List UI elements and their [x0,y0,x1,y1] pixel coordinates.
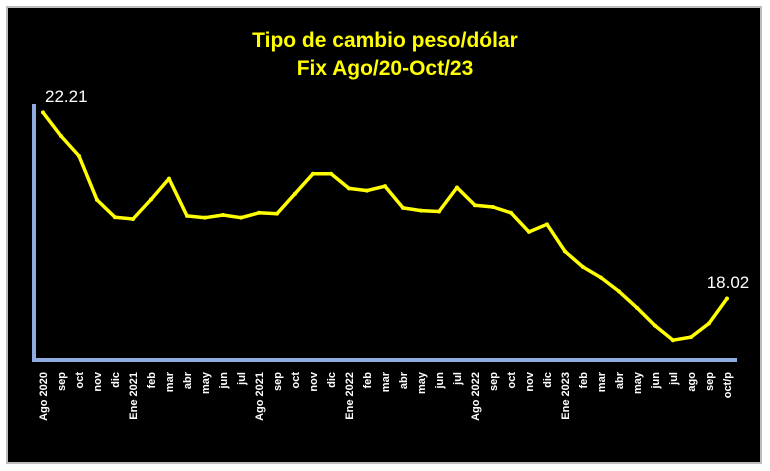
data-point [725,296,729,301]
data-point [707,321,711,326]
x-tick-label: Ene 2022 [344,372,356,420]
x-tick-label: nov [308,371,320,391]
data-point [275,211,279,216]
x-tick-label: abr [614,371,626,389]
data-point [383,184,387,189]
x-tick-label: Ago 2022 [470,372,482,421]
x-tick-label: jun [650,372,662,390]
data-point [257,210,261,215]
x-tick-label: jun [434,372,446,390]
data-point [185,213,189,218]
x-tick-label: oct [506,372,518,389]
data-point [689,335,693,340]
x-tick-label: jul [236,372,248,386]
x-tick-label: nov [92,371,104,391]
x-tick-label: oct [74,372,86,389]
data-point [581,264,585,269]
data-point [563,249,567,254]
x-tick-label: feb [362,372,374,389]
x-tick-label: oct/p [722,372,734,399]
data-point [635,305,639,310]
data-point [293,191,297,196]
data-point [365,188,369,193]
data-point [347,186,351,191]
x-tick-label: Ago 2021 [254,372,266,421]
data-point [527,229,531,234]
data-point [203,215,207,220]
data-point [41,110,45,115]
chart-title: Tipo de cambio peso/dólar [252,29,518,52]
x-tick-label: jul [668,372,680,386]
x-tick-label: sep [704,372,716,391]
x-tick-label: may [632,371,644,394]
data-point [401,205,405,210]
data-point [329,171,333,176]
data-point [419,208,423,213]
x-tick-label: may [416,371,428,394]
data-point [311,171,315,176]
data-point [59,133,63,138]
data-point [545,222,549,227]
x-tick-label: may [200,371,212,394]
x-tick-label: dic [110,372,122,388]
data-point [599,275,603,280]
data-point [113,215,117,220]
data-point [491,205,495,210]
x-tick-label: sep [272,372,284,391]
x-tick-label: sep [56,372,68,391]
chart-frame [6,6,762,464]
x-tick-label: dic [326,372,338,388]
x-tick-label: jun [218,372,230,390]
x-tick-label: feb [578,372,590,389]
data-point [77,153,81,158]
data-point [149,197,153,202]
x-tick-label: nov [524,371,536,391]
data-point [653,323,657,328]
x-tick-label: mar [380,371,392,392]
x-tick-label: jul [452,372,464,386]
x-tick-label: ago [686,372,698,392]
data-point [509,210,513,215]
data-point [95,197,99,202]
data-point [617,289,621,294]
data-point [473,203,477,208]
x-tick-label: Ene 2023 [560,372,572,420]
x-tick-label: mar [596,371,608,392]
chart-subtitle: Fix Ago/20-Oct/23 [296,57,474,80]
data-point [455,185,459,190]
series-line [41,110,729,342]
x-tick-label: sep [488,372,500,391]
data-point [437,209,441,214]
data-point [671,338,675,343]
x-tick-label: Ene 2021 [128,372,140,420]
data-label: 22.21 [45,87,88,106]
x-tick-label: mar [164,371,176,392]
data-point [167,176,171,181]
x-tick-label: feb [146,372,158,389]
data-point [131,217,135,222]
x-tick-label: dic [542,372,554,388]
x-tick-label: Ago 2020 [38,372,50,421]
data-label: 18.02 [707,273,750,292]
x-tick-label: abr [398,371,410,389]
x-tick-label: oct [290,372,302,389]
x-tick-label: abr [182,371,194,389]
data-point [239,215,243,220]
data-point [221,213,225,218]
